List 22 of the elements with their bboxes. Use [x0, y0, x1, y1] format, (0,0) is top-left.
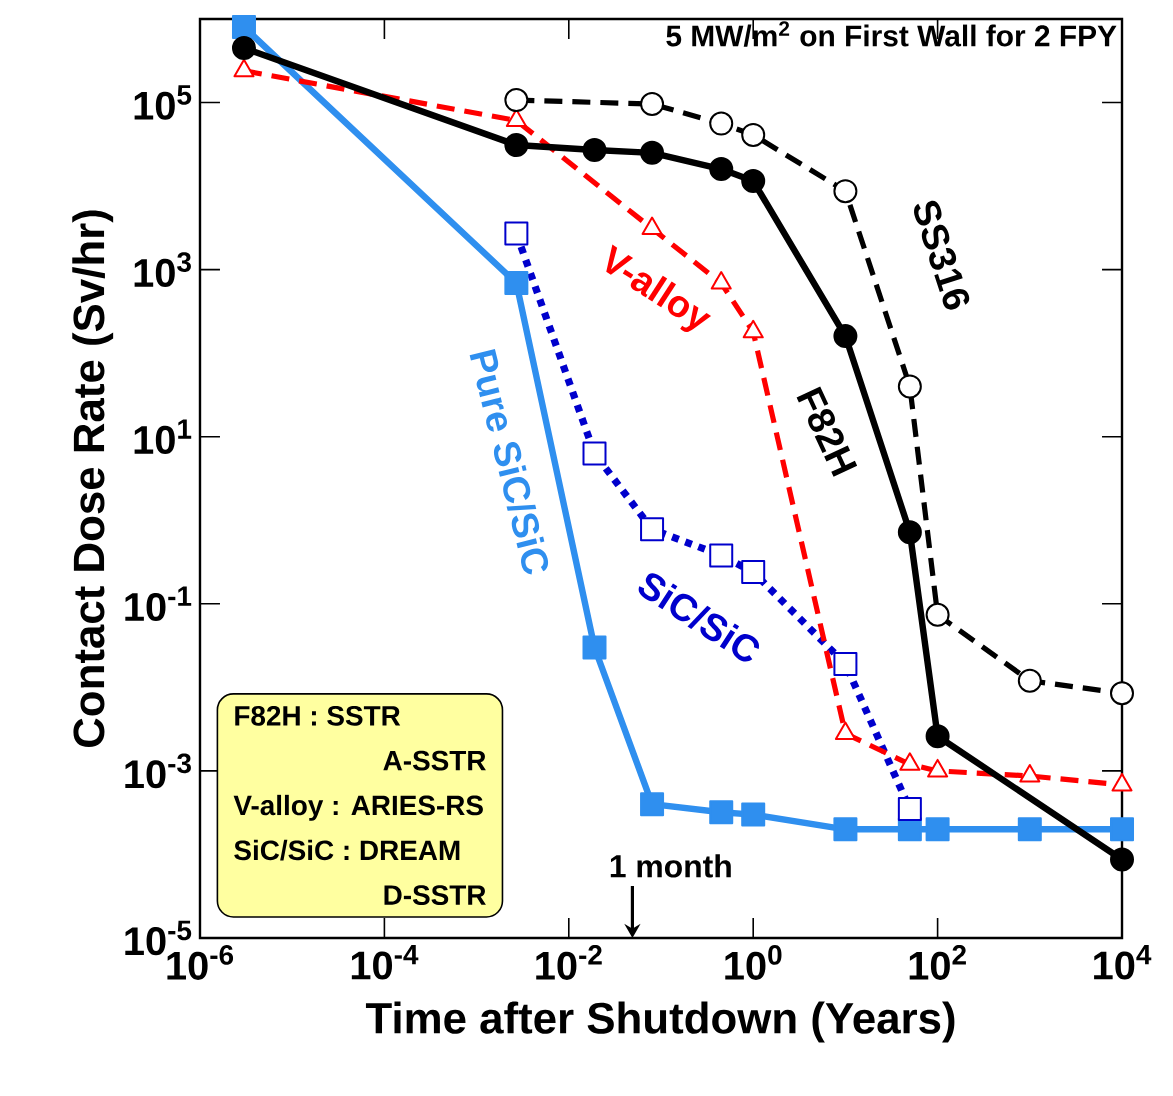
- x-axis-title: Time after Shutdown (Years): [365, 1001, 955, 1043]
- y-tick-label: 10$^{5}$: [134, 85, 192, 120]
- annotation: A-SSTR: [383, 750, 486, 771]
- y-tick-label: 10$^{-3}$: [125, 753, 191, 789]
- annotation: D-SSTR: [384, 885, 486, 905]
- text: Pure SiC/SiC: [469, 348, 549, 575]
- x-tick-label: 10$^{-2}$: [536, 945, 602, 980]
- annotation: 1 month: [610, 854, 731, 878]
- x-tick-label: 10$^{2}$: [909, 945, 966, 980]
- x-tick-label: 10$^{4}$: [1094, 945, 1152, 980]
- x-tick-label: 10$^{-4}$: [351, 945, 419, 980]
- y-axis-title: Contact Dose Rate (Sv/hr): [72, 210, 114, 748]
- y-tick-label: 10$^{1}$: [134, 419, 192, 454]
- annotation: V-alloy : ARIES-RS: [233, 794, 483, 821]
- x-tick-label: 10$^{0}$: [725, 945, 782, 980]
- y-tick-label: 10$^{3}$: [134, 252, 191, 288]
- text: F82H: [796, 386, 858, 477]
- chart-title: 5 MW/m$^{2}$ on First Wall for 2 FPY: [666, 21, 1117, 47]
- annotation: F82H : SSTR: [235, 705, 401, 726]
- annotation: SiC/SiC : DREAM: [234, 839, 460, 861]
- y-tick-label: 10$^{-1}$: [125, 586, 192, 622]
- text: SS316: [914, 200, 970, 310]
